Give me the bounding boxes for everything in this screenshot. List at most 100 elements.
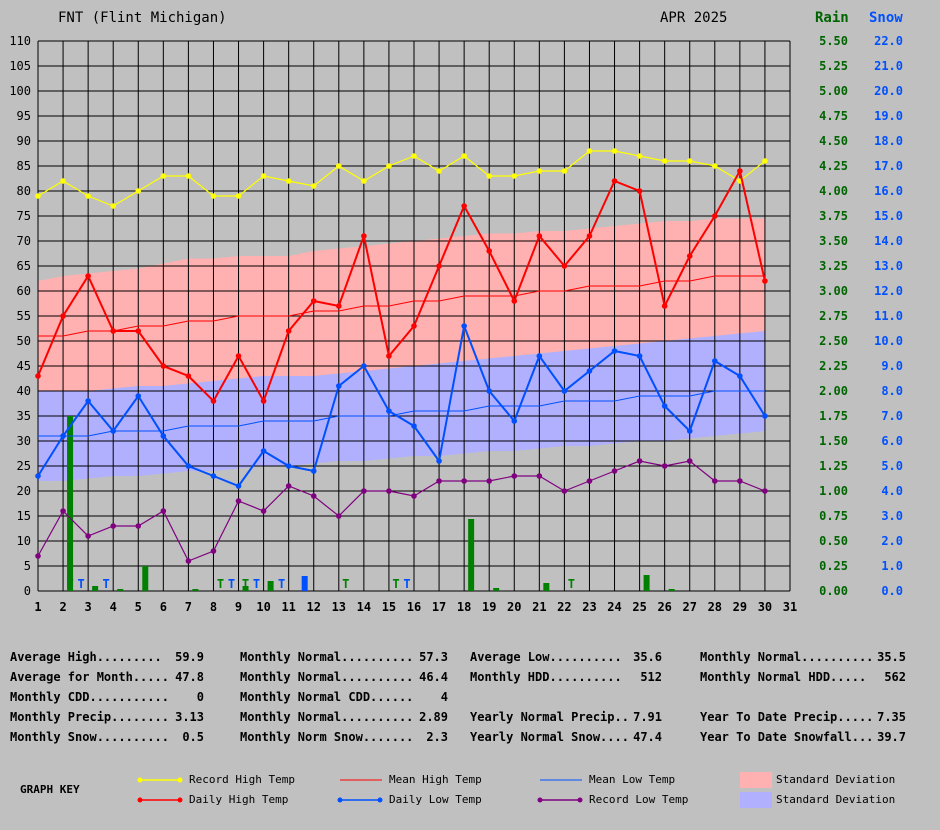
record-high-point (536, 168, 543, 174)
daily-high-point (361, 233, 367, 239)
record-low-line (37, 460, 766, 562)
daily-high-point (661, 303, 668, 309)
x-tick-label: 28 (708, 600, 722, 614)
stat-value: 0.5 (182, 730, 204, 744)
y-tick-label: 15 (17, 509, 31, 523)
trace-rain-mark: T (392, 577, 399, 591)
snow-tick-label: 6.0 (881, 434, 903, 448)
snow-tick-label: 20.0 (874, 84, 903, 98)
y-tick-label: 85 (17, 159, 31, 173)
stat-label: Yearly Normal Precip.. (470, 710, 629, 724)
graph-key (137, 772, 772, 808)
stat-value: 2.89 (419, 710, 448, 724)
daily-high-point (85, 273, 91, 279)
rain-bar (543, 583, 550, 591)
rain-bar (643, 575, 650, 591)
key-mean-high-label: Mean High Temp (389, 773, 482, 786)
daily-high-point (737, 168, 743, 174)
record-high-point (336, 163, 342, 169)
daily-high-point (536, 233, 543, 239)
record-low-point (511, 473, 518, 479)
daily-high-point (135, 328, 142, 334)
record-low-point (185, 558, 192, 564)
stat-label: Monthly Normal.......... (700, 650, 874, 664)
rain-bar (267, 581, 274, 591)
rain-bar (468, 519, 475, 591)
key-mean-low-label: Mean Low Temp (589, 773, 676, 786)
x-tick-label: 4 (110, 600, 117, 614)
record-high-point (110, 203, 116, 209)
stat-value: 7.35 (877, 710, 906, 724)
record-low-point (737, 478, 743, 484)
key-high-std-swatch (740, 772, 772, 788)
y-tick-label: 70 (17, 234, 31, 248)
record-low-point (160, 508, 167, 514)
trace-snow-mark: T (77, 577, 84, 591)
record-high-point (486, 173, 493, 179)
stat-label: Monthly Precip........ (10, 710, 169, 724)
key-record-low-label: Record Low Temp (589, 793, 689, 806)
x-tick-label: 25 (632, 600, 646, 614)
daily-high-point (511, 298, 518, 304)
daily-high-point (461, 203, 467, 209)
record-high-point (636, 153, 643, 159)
snow-tick-label: 16.0 (874, 184, 903, 198)
y-tick-label: 110 (9, 34, 31, 48)
y-tick-label: 20 (17, 484, 31, 498)
temperature-chart: 0510152025303540455055606570758085909510… (9, 34, 903, 614)
rain-tick-label: 0.75 (819, 509, 848, 523)
x-tick-label: 14 (357, 600, 371, 614)
rain-tick-label: 4.50 (819, 134, 848, 148)
mean-high-line (38, 275, 765, 337)
stat-label: Monthly Normal.......... (240, 650, 414, 664)
y-tick-label: 100 (9, 84, 31, 98)
record-high-point (35, 193, 41, 199)
x-tick-label: 11 (281, 600, 295, 614)
x-tick-label: 5 (135, 600, 142, 614)
snow-tick-label: 21.0 (874, 59, 903, 73)
rain-tick-label: 2.50 (819, 334, 848, 348)
record-high-point (461, 153, 467, 159)
stat-label: Average Low.......... (470, 650, 622, 664)
x-tick-label: 12 (307, 600, 321, 614)
x-tick-label: 22 (557, 600, 571, 614)
trace-rain-mark: T (568, 577, 575, 591)
record-low-point (712, 478, 718, 484)
record-low-point (686, 458, 693, 464)
stat-value: 562 (884, 670, 906, 684)
record-high-point (586, 148, 593, 154)
snow-tick-label: 9.0 (881, 359, 903, 373)
stat-value: 7.91 (633, 710, 662, 724)
record-low-point (386, 488, 392, 494)
daily-high-point (561, 263, 568, 269)
x-tick-label: 2 (59, 600, 66, 614)
record-low-point (436, 478, 442, 484)
daily-high-point (310, 298, 317, 304)
daily-high-point (686, 253, 693, 259)
y-tick-label: 90 (17, 134, 31, 148)
daily-high-point (712, 213, 718, 219)
daily-high-line (37, 168, 766, 404)
record-high-line (37, 150, 766, 207)
rain-bar (192, 589, 199, 591)
record-high-point (235, 193, 242, 199)
y-tick-label: 105 (9, 59, 31, 73)
x-tick-label: 23 (582, 600, 596, 614)
daily-low-point (235, 483, 242, 489)
daily-low-point (210, 473, 217, 479)
low-std-dev-band (38, 331, 765, 481)
x-tick-label: 9 (235, 600, 242, 614)
daily-high-point (210, 398, 217, 404)
stat-value: 39.7 (877, 730, 906, 744)
snow-bar (301, 576, 308, 591)
daily-high-point (160, 363, 167, 369)
x-tick-label: 10 (256, 600, 270, 614)
stat-value: 57.3 (419, 650, 448, 664)
record-low-point (285, 483, 292, 489)
daily-low-point (586, 368, 593, 374)
record-low-point (235, 498, 242, 504)
daily-low-point (310, 468, 317, 474)
y-tick-label: 0 (24, 584, 31, 598)
rain-tick-label: 0.50 (819, 534, 848, 548)
rain-tick-label: 5.50 (819, 34, 848, 48)
